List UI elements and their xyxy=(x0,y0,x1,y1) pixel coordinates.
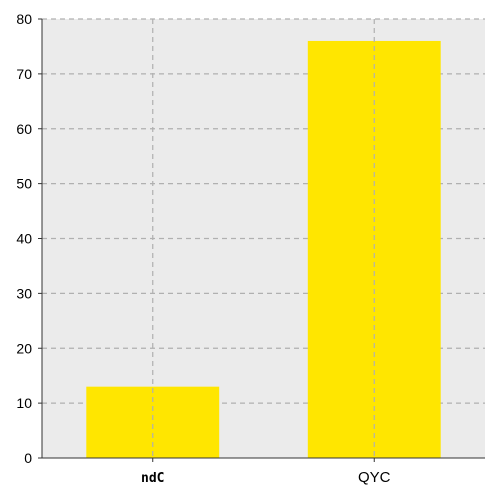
y-tick-label: 0 xyxy=(24,450,32,466)
x-tick-labels: ndC QYC xyxy=(141,469,391,486)
y-tick-label: 80 xyxy=(16,11,32,27)
y-tick-label: 10 xyxy=(16,395,32,411)
x-tick-label: QYC xyxy=(358,469,391,486)
y-tick-labels: 0 10 20 30 40 50 60 70 80 xyxy=(16,11,32,466)
y-tick-label: 30 xyxy=(16,285,32,301)
y-tick-label: 60 xyxy=(16,121,32,137)
y-tick-label: 70 xyxy=(16,66,32,82)
axes xyxy=(38,18,485,462)
y-tick-label: 20 xyxy=(16,340,32,356)
x-tick-label: ndC xyxy=(141,471,164,486)
y-tick-label: 50 xyxy=(16,176,32,192)
y-tick-label: 40 xyxy=(16,231,32,247)
vertical-grid-lines xyxy=(152,19,375,458)
